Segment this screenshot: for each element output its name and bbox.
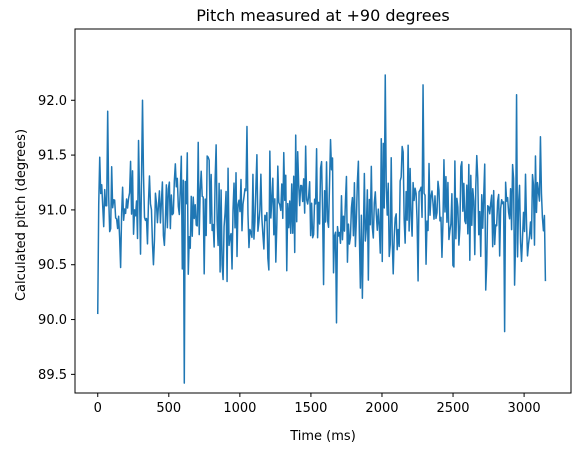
x-axis: 0 500 1000 1500 2000 2500 3000 <box>94 393 541 416</box>
x-tick-label: 3000 <box>508 401 541 416</box>
series-line <box>96 74 547 384</box>
x-axis-label: Time (ms) <box>289 429 356 444</box>
y-axis: 89.5 90.0 90.5 91.0 91.5 92.0 <box>38 94 75 383</box>
y-axis-label: Calculated pitch (degrees) <box>14 129 29 301</box>
x-tick-label: 2500 <box>436 401 469 416</box>
plot-area <box>96 74 547 384</box>
x-tick-label: 0 <box>94 401 102 416</box>
y-tick-label: 91.0 <box>38 203 67 218</box>
axes-frame <box>74 28 572 394</box>
y-tick-label: 90.5 <box>38 258 67 273</box>
x-tick-label: 1500 <box>294 401 327 416</box>
y-tick-label: 89.5 <box>38 368 67 383</box>
y-tick-label: 92.0 <box>38 94 67 109</box>
y-tick-label: 90.0 <box>38 313 67 328</box>
y-tick-label: 91.5 <box>38 149 67 164</box>
x-tick-label: 500 <box>156 401 181 416</box>
chart-title: Pitch measured at +90 degrees <box>196 6 449 25</box>
x-tick-label: 1000 <box>223 401 256 416</box>
x-tick-label: 2000 <box>365 401 398 416</box>
